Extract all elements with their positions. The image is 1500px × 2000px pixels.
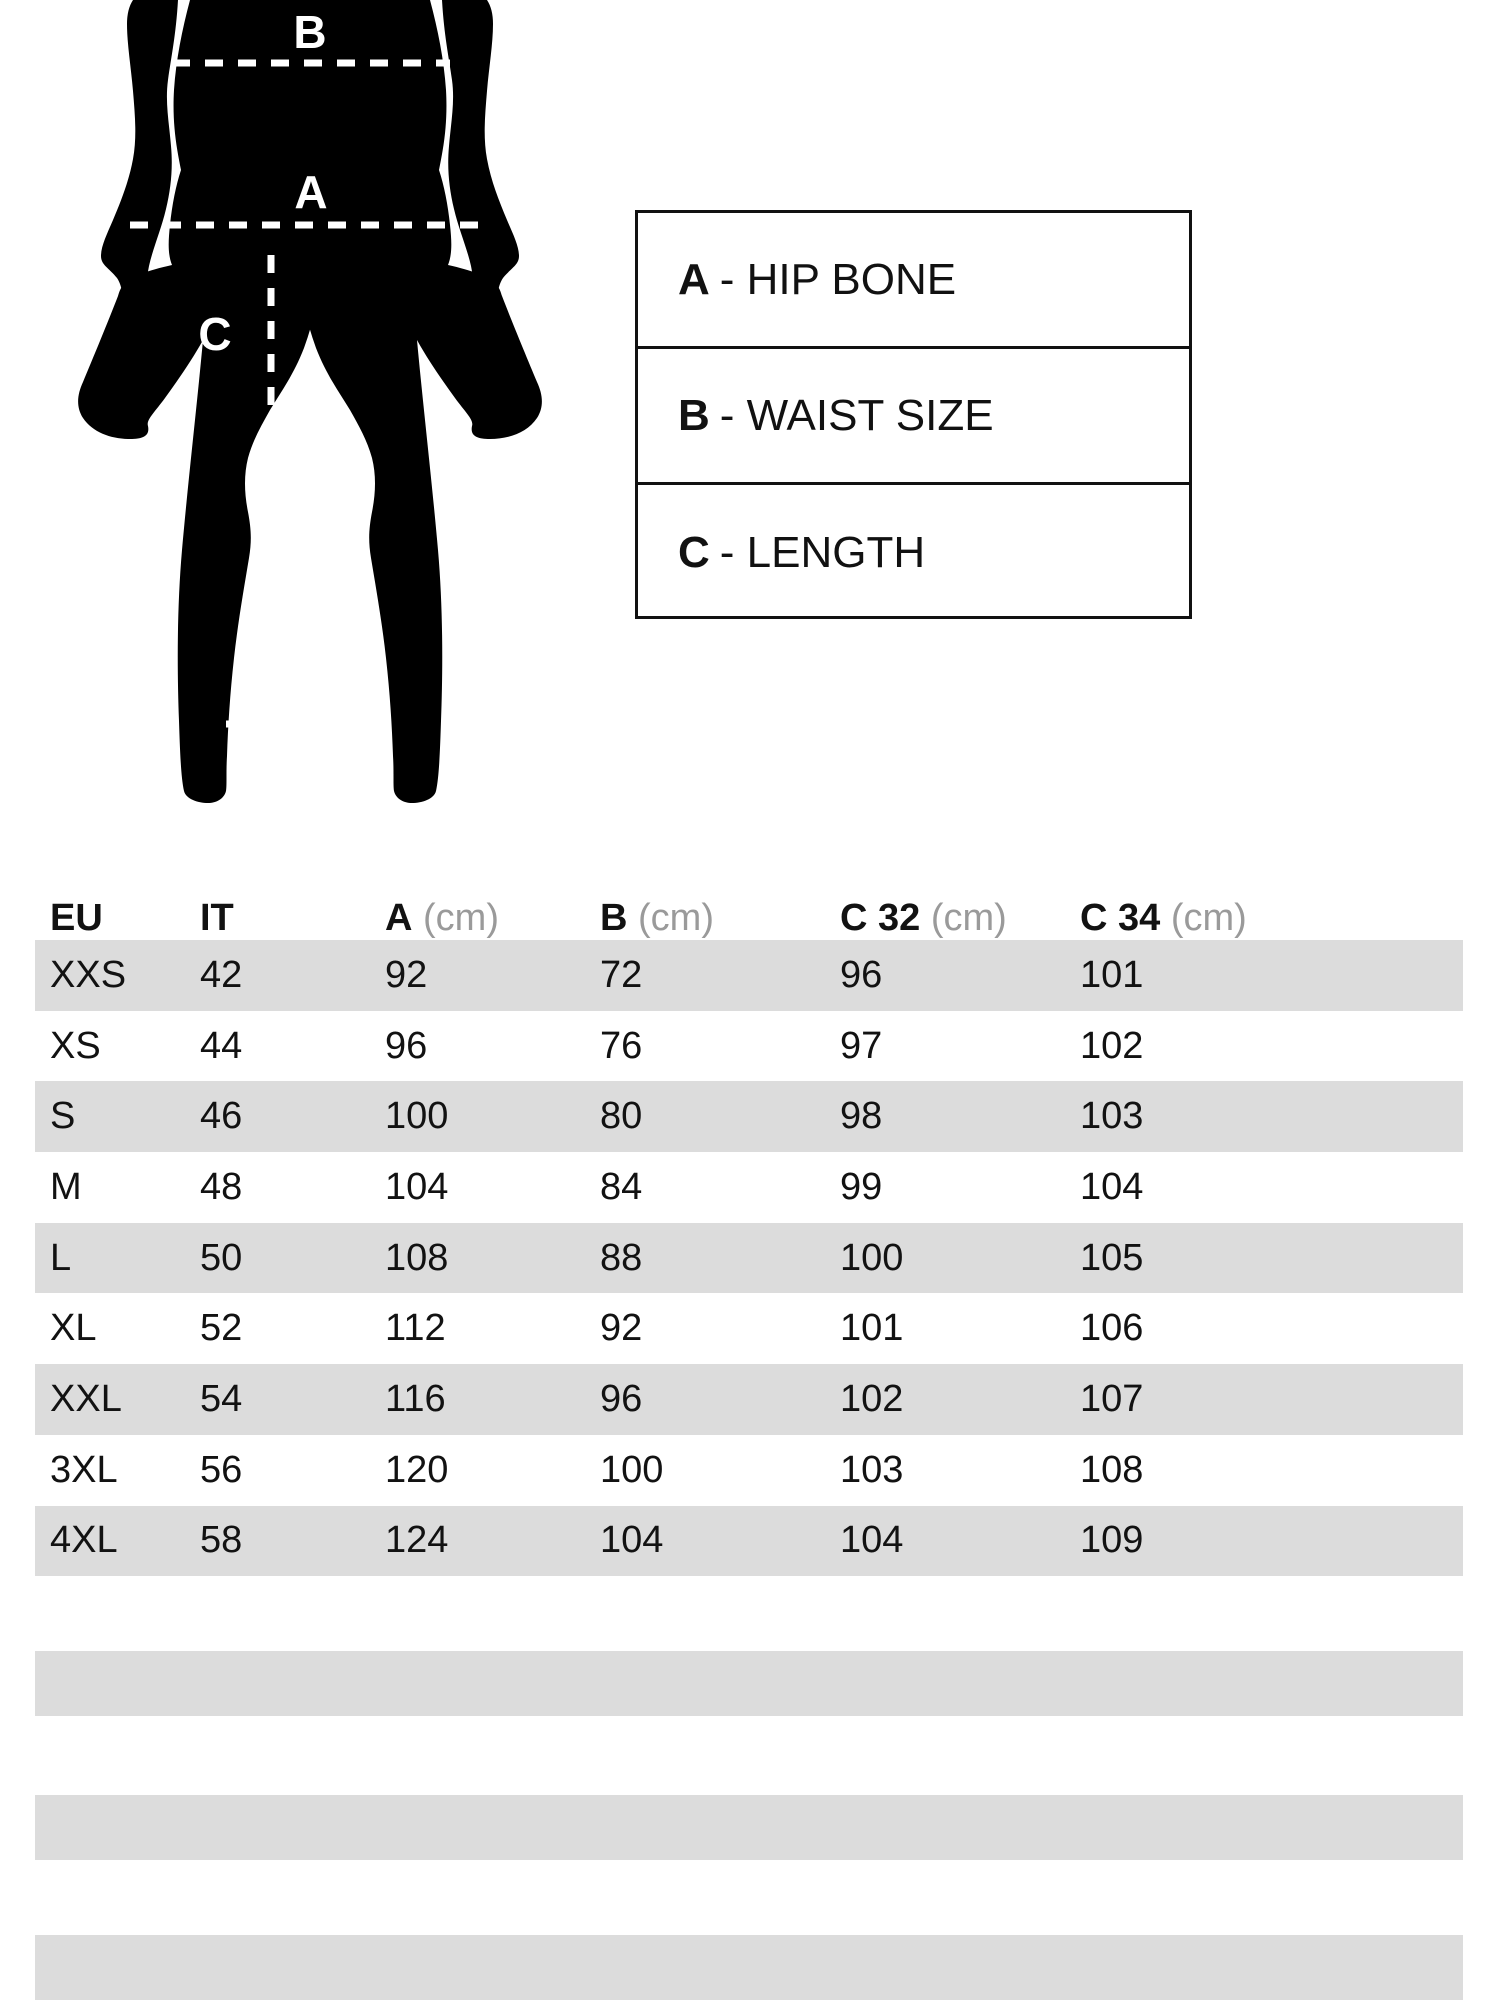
svg-text:A: A bbox=[294, 166, 327, 218]
svg-text:C: C bbox=[198, 308, 231, 360]
svg-text:B: B bbox=[293, 6, 326, 58]
